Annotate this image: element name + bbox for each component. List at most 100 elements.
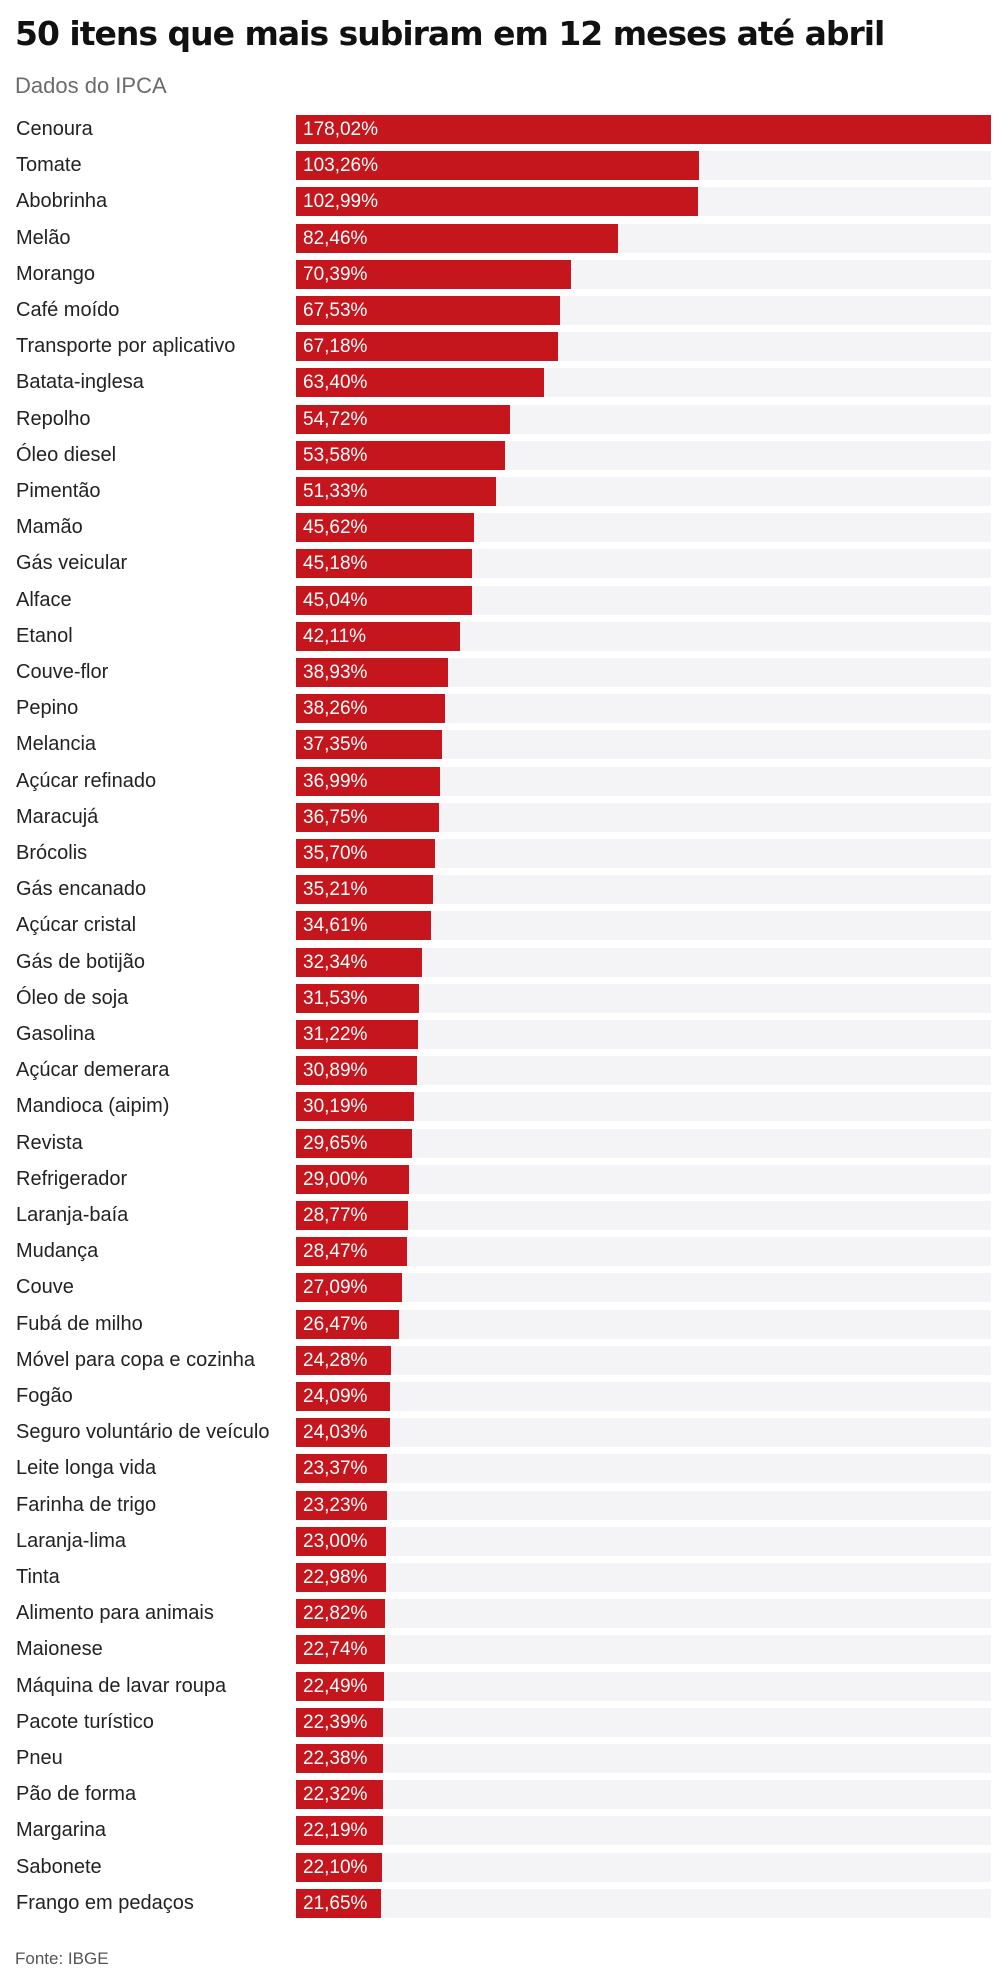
category-label: Pimentão	[16, 480, 101, 502]
category-label: Maracujá	[16, 805, 99, 828]
category-label: Tinta	[16, 1566, 60, 1588]
bar-row: Revista 29,65%	[0, 1128, 1008, 1164]
category-label: Pepino	[16, 697, 79, 720]
bar-track: 45,18%	[296, 549, 991, 579]
bar: 36,75%	[296, 802, 440, 832]
bar-track: 23,37%	[296, 1454, 991, 1484]
bar-track: 32,34%	[296, 947, 991, 977]
category-label: Morango	[16, 262, 95, 285]
value-label: 22,38%	[303, 1748, 368, 1769]
bar: 23,23%	[296, 1490, 387, 1520]
value-label: 54,72%	[303, 408, 368, 430]
bar-track: 38,93%	[296, 658, 991, 687]
value-label: 35,21%	[303, 879, 368, 901]
bar-row: Sabonete 22,10%	[0, 1852, 1008, 1888]
value-label: 34,61%	[303, 915, 368, 937]
bar-row: Morango 70,39%	[0, 259, 1008, 295]
bar-track: 51,33%	[296, 477, 991, 506]
bar: 22,10%	[296, 1852, 383, 1882]
bar-row: Pepino 38,26%	[0, 693, 1008, 729]
category-label: Repolho	[16, 407, 91, 430]
bar-track: 36,99%	[296, 766, 991, 796]
bar-row: Gás de botijão 32,34%	[0, 947, 1008, 983]
category-label: Gás encanado	[16, 878, 147, 901]
bar: 35,21%	[296, 875, 434, 905]
bar: 22,82%	[296, 1599, 386, 1629]
bar: 22,39%	[296, 1707, 384, 1737]
bar: 63,40%	[296, 368, 544, 398]
bar: 51,33%	[296, 477, 497, 506]
bar-row: Açúcar demerara 30,89%	[0, 1055, 1008, 1091]
value-label: 31,53%	[303, 987, 368, 1009]
bar-row: Alface 45,04%	[0, 585, 1008, 621]
bar-track: 31,53%	[296, 983, 991, 1013]
bar: 22,38%	[296, 1744, 384, 1773]
value-label: 22,82%	[303, 1603, 368, 1625]
bar: 23,37%	[296, 1454, 388, 1484]
value-label: 45,04%	[303, 589, 368, 611]
bar-track: 70,39%	[296, 259, 991, 289]
value-label: 36,75%	[303, 806, 368, 828]
bar-track: 37,35%	[296, 730, 991, 760]
category-label: Cenoura	[16, 118, 93, 140]
bar-track: 45,04%	[296, 585, 991, 615]
value-label: 36,99%	[303, 770, 368, 792]
bar-row: Mudança 28,47%	[0, 1236, 1008, 1272]
category-label: Abobrinha	[16, 190, 108, 213]
bar-track: 82,46%	[296, 223, 991, 253]
bar-row: Açúcar cristal 34,61%	[0, 910, 1008, 946]
bar-row: Pacote turístico 22,39%	[0, 1707, 1008, 1743]
bar: 42,11%	[296, 621, 461, 651]
category-label: Açúcar refinado	[16, 769, 157, 792]
bar-row: Pneu 22,38%	[0, 1743, 1008, 1779]
value-label: 67,53%	[303, 300, 368, 321]
category-label: Açúcar cristal	[16, 914, 137, 937]
bar-track: 30,19%	[296, 1092, 991, 1122]
source-note: Fonte: IBGE	[15, 1949, 109, 1968]
bar: 102,99%	[296, 187, 699, 217]
category-label: Tomate	[16, 154, 82, 177]
bar: 22,49%	[296, 1671, 384, 1701]
bar: 37,35%	[296, 730, 442, 760]
bar: 38,26%	[296, 694, 446, 724]
value-label: 29,00%	[303, 1168, 368, 1190]
bar-track: 102,99%	[296, 187, 991, 217]
category-label: Móvel para copa e cozinha	[16, 1348, 256, 1371]
bar-row: Fubá de milho 26,47%	[0, 1309, 1008, 1345]
bar: 22,32%	[296, 1780, 384, 1810]
bar-row: Maionese 22,74%	[0, 1634, 1008, 1670]
value-label: 23,00%	[303, 1530, 368, 1552]
bar-row: Brócolis 35,70%	[0, 838, 1008, 874]
bar: 22,74%	[296, 1635, 385, 1665]
bar: 53,58%	[296, 440, 506, 470]
value-label: 32,34%	[303, 951, 368, 973]
bar-row: Abobrinha 102,99%	[0, 186, 1008, 222]
bar-row: Batata-inglesa 63,40%	[0, 367, 1008, 403]
bar: 28,47%	[296, 1237, 408, 1267]
bar-row: Etanol 42,11%	[0, 621, 1008, 657]
bar-row: Transporte por aplicativo 67,18%	[0, 331, 1008, 367]
value-label: 28,47%	[303, 1241, 368, 1263]
value-label: 38,93%	[303, 662, 368, 683]
bar-track: 24,03%	[296, 1418, 991, 1448]
category-label: Couve-flor	[16, 661, 109, 683]
bar: 30,19%	[296, 1092, 414, 1122]
value-label: 45,62%	[303, 517, 368, 539]
bar: 22,98%	[296, 1563, 386, 1592]
value-label: 26,47%	[303, 1313, 368, 1335]
value-label: 38,26%	[303, 698, 368, 720]
bar-row: Couve-flor 38,93%	[0, 657, 1008, 693]
bar-row: Tinta 22,98%	[0, 1562, 1008, 1598]
category-label: Óleo de soja	[16, 986, 129, 1009]
bar-track: 23,23%	[296, 1490, 991, 1520]
category-label: Pão de forma	[16, 1783, 137, 1806]
category-label: Brócolis	[16, 842, 88, 864]
category-label: Mamão	[16, 516, 83, 539]
category-label: Gasolina	[16, 1023, 95, 1045]
category-label: Etanol	[16, 624, 73, 647]
bar-row: Farinha de trigo 23,23%	[0, 1490, 1008, 1526]
category-label: Margarina	[16, 1819, 107, 1842]
category-label: Pacote turístico	[16, 1710, 154, 1733]
value-label: 28,77%	[303, 1205, 368, 1226]
bar: 26,47%	[296, 1309, 400, 1339]
